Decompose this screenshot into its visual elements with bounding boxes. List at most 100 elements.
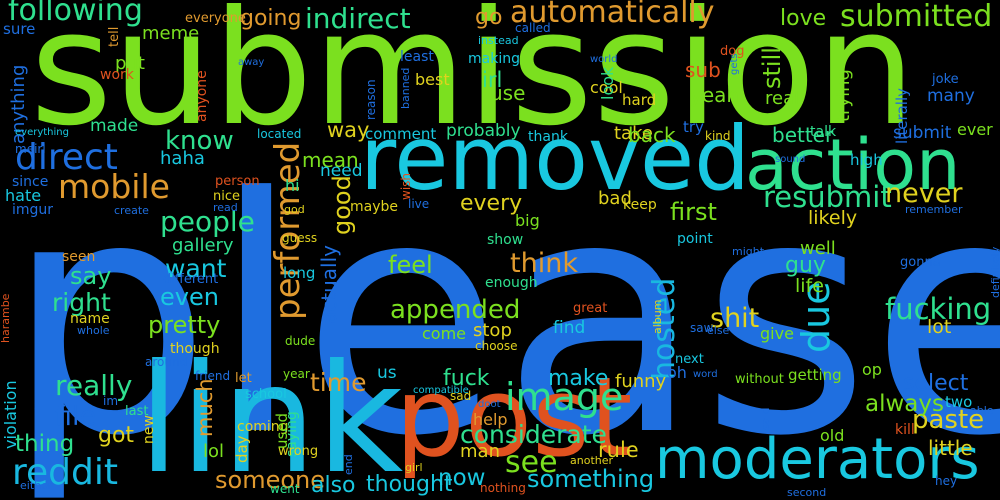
word-dude: dude <box>285 334 316 348</box>
word-two: two <box>945 393 973 411</box>
word-well: well <box>800 238 836 259</box>
word-ever: ever <box>957 120 993 139</box>
word-create: create <box>114 204 149 217</box>
word-kill: kill <box>895 422 915 438</box>
word-fucking: fucking <box>885 292 992 326</box>
word-last: last <box>125 404 149 419</box>
word-show: show <box>487 232 524 248</box>
word-next: next <box>675 352 704 367</box>
word-pretty: pretty <box>148 311 221 339</box>
word-keep: keep <box>623 197 657 213</box>
word-wrong: wrong <box>278 444 319 459</box>
word-instead: instead <box>478 34 519 47</box>
word-making: making <box>468 51 520 67</box>
word-school: school <box>245 387 287 402</box>
word-little: little <box>928 436 973 460</box>
word-removed: removed <box>360 107 751 210</box>
word-choose: choose <box>475 339 518 353</box>
word-im: im <box>103 394 119 408</box>
word-right: right <box>52 288 111 317</box>
word-indirect: indirect <box>305 2 411 35</box>
word-made: made <box>90 116 139 136</box>
word-wish: wish <box>399 172 413 200</box>
word-way: way <box>327 118 370 142</box>
word-submit: submit <box>893 123 952 143</box>
word-following: following <box>8 0 143 28</box>
word-funny: funny <box>615 371 667 392</box>
word-joke: joke <box>932 72 959 87</box>
word-submitted: submitted <box>840 0 993 34</box>
word-take: take <box>614 123 653 144</box>
word-great: great <box>573 301 608 316</box>
word-thing: thing <box>15 431 75 457</box>
word-try: try <box>683 118 704 136</box>
word-irl: irl <box>482 68 503 92</box>
word-reddit: reddit <box>12 452 118 493</box>
word-second: second <box>787 486 827 499</box>
word-haha: haha <box>160 148 205 169</box>
word-man: man <box>460 441 500 462</box>
word-reason: reason <box>364 79 378 120</box>
word-hey: hey <box>935 474 958 488</box>
word-gonna: gonna <box>900 255 941 270</box>
word-called: called <box>515 21 551 35</box>
word-automatically: automatically <box>510 0 715 30</box>
word-sure: sure <box>3 20 36 38</box>
word-life: life <box>795 275 824 297</box>
word-big: big <box>515 211 540 230</box>
word-mobile: mobile <box>58 167 170 206</box>
word-violation: violation <box>1 380 20 450</box>
word-kind: kind <box>705 129 731 143</box>
word-friend: friend <box>195 369 231 383</box>
word-dog: dog <box>720 44 745 59</box>
word-old: old <box>820 426 845 445</box>
word-talk: talk <box>810 124 837 140</box>
word-least: least <box>400 49 434 65</box>
word-every: every <box>460 191 523 216</box>
word-op: op <box>862 360 882 379</box>
word-appended: appended <box>390 295 521 325</box>
word-know: know <box>165 126 234 156</box>
word-something: something <box>527 465 655 493</box>
word-select: select <box>903 371 969 396</box>
word-compatible: compatible <box>413 385 469 396</box>
word-resubmit: resubmit <box>763 180 892 214</box>
word-thank: thank <box>528 129 568 145</box>
word-lot: lot <box>927 316 952 338</box>
word-album: album <box>651 299 664 335</box>
word-many: many <box>927 86 975 106</box>
word-said: said <box>759 407 772 431</box>
word-though: though <box>170 341 220 357</box>
word-also: also <box>311 473 356 498</box>
word-probably: probably <box>446 121 521 141</box>
word-everything: everything <box>15 127 69 138</box>
word-seen: seen <box>62 249 96 265</box>
word-sound: sound <box>775 154 806 165</box>
word-link: link <box>138 333 404 500</box>
word-shit: shit <box>710 303 760 334</box>
word-word: word <box>693 369 718 380</box>
word-meirl: meirl <box>15 142 46 156</box>
word-name: name <box>70 311 110 327</box>
word-fuck: fuck <box>443 366 490 391</box>
word-oh: oh <box>667 363 687 382</box>
word-yeah: yeah <box>690 83 740 107</box>
word-day: day <box>233 435 251 463</box>
word-sad: sad <box>450 389 472 403</box>
word-world: world <box>590 54 618 65</box>
word-went: went <box>270 482 300 496</box>
word-god: god <box>284 203 305 216</box>
word-find: find <box>553 318 586 338</box>
word-getting: getting <box>788 366 842 384</box>
word-better: better <box>772 123 834 147</box>
word-anyone: anyone <box>194 70 210 123</box>
word-cool: cool <box>590 78 623 97</box>
word-actually: actually <box>317 245 341 325</box>
word-moderators: moderators <box>655 427 980 492</box>
word-high: high <box>850 151 883 169</box>
word-image: image <box>505 375 624 419</box>
word-long: long <box>283 264 316 282</box>
word-harambe: harambe <box>0 293 12 343</box>
word-might: might <box>732 245 765 258</box>
word-feel: feel <box>388 251 433 279</box>
